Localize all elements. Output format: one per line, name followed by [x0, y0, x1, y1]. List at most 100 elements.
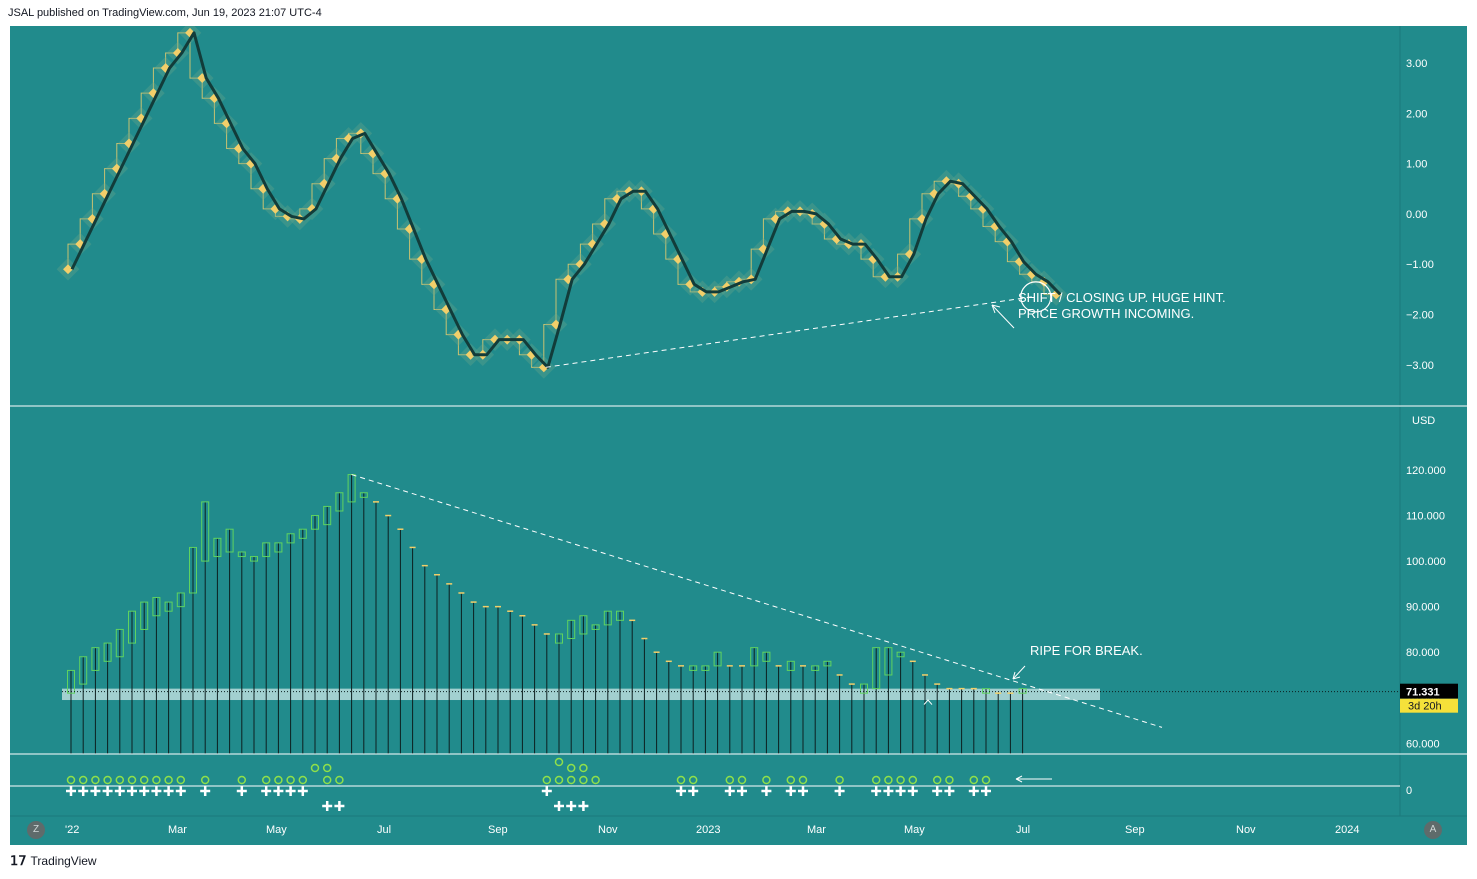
candle-body [225, 528, 234, 553]
signal-circle [176, 775, 186, 785]
signals-panel: 0 [10, 755, 1412, 816]
candle-body [164, 601, 173, 612]
ripe-arrow-head [1012, 671, 1021, 680]
signal-cross [285, 786, 296, 796]
oscillator-line [70, 31, 1062, 369]
time-tick-label: '22 [65, 824, 79, 836]
candle-body [811, 665, 820, 671]
signal-cross [90, 786, 101, 796]
signal-circle-high [579, 763, 588, 773]
signal-circle-high [322, 763, 332, 773]
signal-circle [286, 775, 295, 785]
candle-body [201, 501, 210, 562]
signal-cross [127, 786, 137, 796]
candle-body [591, 624, 600, 630]
timezone-button[interactable]: Z [27, 821, 45, 839]
signal-circle [676, 775, 686, 785]
time-tick-label: Sep [1125, 824, 1145, 836]
signal-circle [579, 775, 588, 785]
chart-svg[interactable]: 3.00 2.00 1.00 0.00 −1.00 −2.00 −3.00 USD 120.0… [10, 26, 1467, 845]
candle-body [237, 551, 246, 558]
annotation-arrow-head [991, 304, 1001, 314]
signal-circle [139, 775, 149, 785]
candle-body [286, 533, 295, 544]
highlight-circle [1020, 281, 1052, 313]
resistance-trendline [351, 474, 1163, 728]
candle-body [298, 528, 307, 539]
osc-tick-label: 2.00 [1406, 108, 1427, 120]
signal-circle [103, 775, 112, 785]
oscillator-panel: 3.00 2.00 1.00 0.00 −1.00 −2.00 −3.00 [10, 26, 1467, 407]
auto-scale-button[interactable]: A [1424, 821, 1442, 839]
signal-circle [152, 775, 161, 785]
signal-circle [908, 775, 918, 785]
signal-cross [688, 786, 699, 796]
annotations: SHIFT / CLOSING UP. HUGE HINT.PRICE GROW… [1018, 290, 1226, 658]
signal-circle [127, 775, 137, 785]
signal-circle [298, 775, 308, 785]
candle-body [750, 647, 759, 667]
signal-circle [261, 775, 271, 785]
price-tick-label: 90.000 [1406, 602, 1440, 614]
time-tick-label: Mar [807, 824, 826, 836]
candle-body [555, 633, 563, 644]
time-tick-label: Jul [1016, 824, 1030, 836]
signal-circle [871, 775, 881, 785]
last-price-label: 71.331 [1406, 687, 1440, 699]
signal-circle [566, 775, 576, 785]
signal-circle [164, 775, 173, 785]
signal-cross [676, 786, 686, 796]
price-tick-label: 120.000 [1406, 465, 1446, 477]
candle-body [359, 492, 368, 498]
time-tick-label: 2024 [1335, 824, 1359, 836]
signal-cross [761, 786, 772, 796]
signal-circle [78, 775, 88, 785]
footer-brand: TradingView [30, 854, 97, 868]
candle-body [128, 610, 136, 644]
signal-cross [297, 786, 308, 796]
price-tick-label: 80.000 [1406, 647, 1440, 659]
osc-tick-label: 3.00 [1406, 58, 1427, 70]
last-price-box [1400, 683, 1458, 699]
signal-circle [237, 775, 247, 785]
time-axis: '22 Mar May Jul Sep Nov 2023 Mar May Jul Sep Nov 202… [10, 815, 1467, 836]
annotation-arrow [991, 304, 1015, 329]
signal-cross [175, 786, 186, 796]
signal-cross-low [554, 801, 564, 811]
signal-circle [335, 775, 344, 785]
candle-body [262, 542, 271, 558]
signal-circle [322, 775, 332, 785]
signal-circle [932, 775, 942, 785]
signal-circle [554, 775, 564, 785]
osc-tick-label: −3.00 [1406, 360, 1434, 372]
price-tick-label: 110.000 [1406, 511, 1445, 523]
candle-body [982, 688, 990, 694]
signal-cross [236, 786, 247, 796]
signal-cross [834, 786, 845, 796]
signal-circle [591, 775, 600, 785]
candle-body [1018, 688, 1027, 694]
footer: 𝟣𝟩 TradingView [10, 853, 97, 869]
signal-circle [66, 775, 76, 785]
signal-cross [883, 786, 894, 796]
candle-body [689, 665, 698, 671]
signal-cross [66, 786, 76, 796]
candle-body [79, 656, 88, 685]
candle-body [250, 556, 258, 562]
candle-body [823, 660, 832, 667]
signal-cross [724, 786, 735, 796]
time-tick-label: May [266, 824, 287, 836]
candle-body [860, 683, 868, 694]
countdown-box [1400, 698, 1458, 713]
tradingview-logo-icon: 𝟣𝟩 [10, 853, 27, 868]
chart-area[interactable]: 3.00 2.00 1.00 0.00 −1.00 −2.00 −3.00 USD 120.0… [10, 26, 1467, 845]
signal-cross [163, 786, 174, 796]
candle-body [140, 601, 149, 630]
signal-cross [871, 786, 882, 796]
signal-cross [151, 786, 162, 796]
signal-circle [798, 775, 808, 785]
time-tick-label: Nov [1236, 824, 1256, 836]
signal-tick-label: 0 [1406, 785, 1412, 797]
candle-body [713, 651, 722, 667]
currency-label: USD [1412, 415, 1435, 427]
